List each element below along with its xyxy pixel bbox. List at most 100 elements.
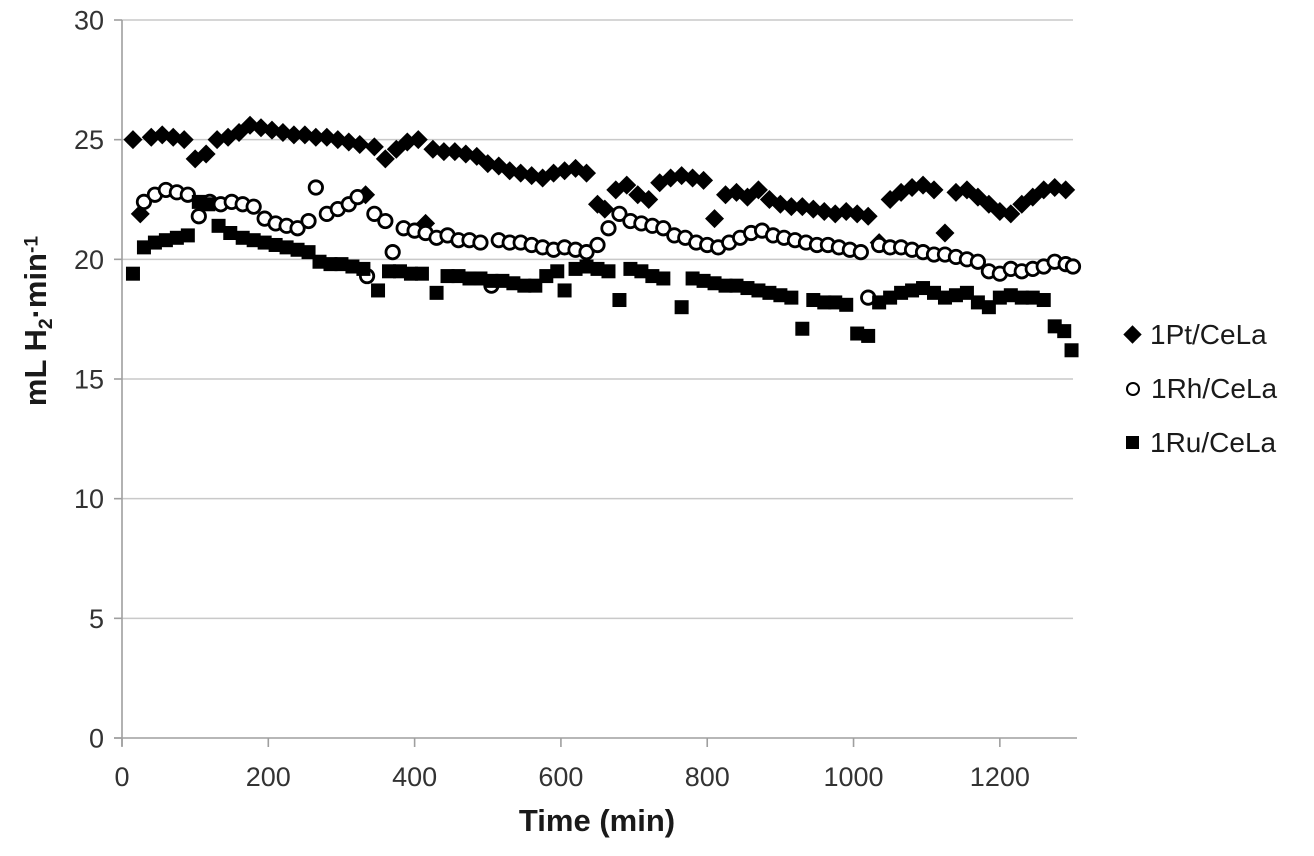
data-point-square xyxy=(751,283,766,298)
data-point-square xyxy=(696,273,711,288)
data-point-square xyxy=(1036,293,1051,308)
data-point-square xyxy=(645,269,660,284)
y-axis-title-superscript: -1 xyxy=(21,235,43,253)
data-point-circle xyxy=(135,193,153,210)
legend-label: 1Pt/CeLa xyxy=(1150,318,1267,350)
legend-label: 1Ru/CeLa xyxy=(1150,426,1277,458)
data-point-diamond xyxy=(617,175,637,195)
data-point-square xyxy=(517,278,532,293)
y-tick-label: 25 xyxy=(74,125,104,155)
data-point-square xyxy=(136,240,151,255)
x-tick-label: 200 xyxy=(246,762,291,792)
x-tick-label: 600 xyxy=(538,762,583,792)
data-point-square xyxy=(147,235,162,250)
y-tick-label: 15 xyxy=(74,365,104,395)
data-point-square xyxy=(927,285,942,300)
data-point-diamond xyxy=(434,142,454,162)
data-point-circle xyxy=(578,244,595,261)
data-point-square xyxy=(601,264,616,279)
data-point-square xyxy=(883,290,898,305)
data-point-square xyxy=(872,295,887,310)
data-point-square xyxy=(861,328,876,343)
data-point-circle xyxy=(600,220,617,237)
x-tick-label: 800 xyxy=(685,762,730,792)
data-point-square xyxy=(590,261,605,276)
data-point-square xyxy=(201,197,216,212)
y-tick-label: 5 xyxy=(89,604,104,634)
data-point-square xyxy=(290,242,305,257)
data-point-diamond xyxy=(705,209,725,229)
data-point-square xyxy=(762,285,777,300)
data-point-circle xyxy=(472,234,489,251)
data-point-square xyxy=(403,266,418,281)
data-point-square xyxy=(740,281,755,296)
x-tick-label: 1000 xyxy=(823,762,883,792)
data-point-square xyxy=(970,295,985,310)
data-point-square xyxy=(707,276,722,291)
data-point-diamond xyxy=(174,130,194,150)
data-point-circle xyxy=(611,205,628,222)
data-point-circle xyxy=(852,244,869,261)
data-point-circle xyxy=(377,212,394,230)
legend-item-1ru-cela: 1Ru/CeLa xyxy=(1126,426,1277,458)
data-point-square xyxy=(839,297,854,312)
data-point-square xyxy=(623,261,638,276)
data-point-square xyxy=(539,269,554,284)
data-point-square xyxy=(473,271,488,286)
data-point-diamond xyxy=(284,125,304,145)
data-point-square xyxy=(784,290,799,305)
data-point-diamond xyxy=(1001,204,1021,224)
y-tick-label: 20 xyxy=(74,245,104,275)
data-point-square xyxy=(948,288,963,303)
data-point-diamond xyxy=(306,127,326,147)
data-point-diamond xyxy=(595,199,615,219)
data-point-diamond xyxy=(123,130,143,150)
data-point-square xyxy=(223,226,238,241)
data-point-diamond xyxy=(350,134,370,154)
data-point-diamond xyxy=(694,170,714,190)
y-axis-title-subscript: 2 xyxy=(35,318,57,330)
data-point-square xyxy=(656,271,671,286)
data-point-square xyxy=(795,321,810,336)
diamond-icon xyxy=(1123,325,1142,344)
data-point-square xyxy=(301,245,316,260)
data-point-diamond xyxy=(858,206,878,226)
data-point-circle xyxy=(179,186,196,203)
data-point-circle xyxy=(190,208,207,225)
y-tick-label: 10 xyxy=(74,484,104,514)
data-point-square xyxy=(550,264,565,279)
data-point-diamond xyxy=(1012,194,1032,214)
data-point-circle xyxy=(655,220,672,237)
data-point-square xyxy=(528,278,543,293)
data-point-square xyxy=(125,266,140,281)
data-point-square xyxy=(382,264,397,279)
data-point-diamond xyxy=(1056,180,1076,200)
data-point-circle xyxy=(384,244,401,261)
data-point-square xyxy=(268,237,283,252)
data-point-diamond xyxy=(748,180,768,200)
data-point-diamond xyxy=(935,223,955,243)
x-tick-label: 1200 xyxy=(970,762,1030,792)
data-point-circle xyxy=(245,198,262,215)
x-axis-title: Time (min) xyxy=(518,803,676,838)
data-point-square xyxy=(414,266,429,281)
data-point-square xyxy=(828,295,843,310)
data-point-square xyxy=(345,259,360,274)
data-point-square xyxy=(158,233,173,248)
data-point-square xyxy=(937,290,952,305)
data-point-square xyxy=(506,276,521,291)
data-point-square xyxy=(429,285,444,300)
y-tick-label: 0 xyxy=(89,724,104,754)
data-point-circle xyxy=(1064,258,1082,275)
data-point-diamond xyxy=(639,190,659,209)
data-point-square xyxy=(674,300,689,315)
data-point-square xyxy=(685,271,700,286)
data-point-square xyxy=(850,326,865,341)
data-point-square xyxy=(817,295,832,310)
data-point-diamond xyxy=(924,180,944,200)
data-point-square xyxy=(451,269,466,284)
data-point-circle xyxy=(289,220,306,237)
data-point-square xyxy=(279,240,294,255)
